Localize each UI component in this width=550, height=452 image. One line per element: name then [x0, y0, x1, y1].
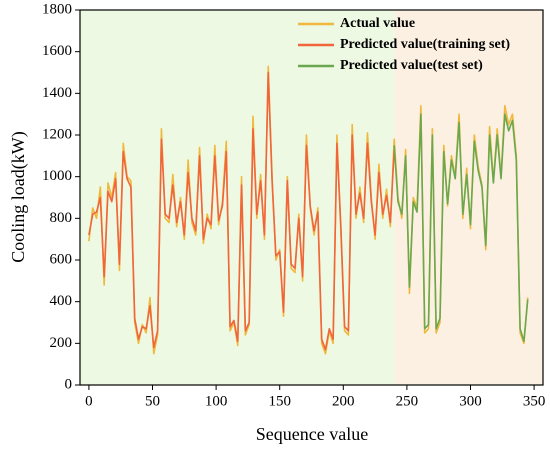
y-tick-label: 1600 — [42, 43, 72, 59]
x-tick-label: 150 — [268, 393, 291, 409]
axes: 0 50 100 150 200 250 300 350 0 200 400 600 800 1000 12… — [42, 1, 545, 409]
legend-label: Predicted value(training set) — [340, 37, 510, 52]
plot-frame — [79, 9, 544, 386]
x-tick-label: 250 — [396, 393, 419, 409]
x-tick-label: 100 — [205, 393, 228, 409]
x-tick-label: 50 — [145, 393, 160, 409]
series-line — [393, 113, 529, 343]
y-tick-label: 1200 — [42, 126, 72, 142]
legend-label: Actual value — [340, 16, 415, 31]
x-tick-label: 350 — [523, 393, 546, 409]
y-tick-label: 800 — [50, 210, 73, 226]
series-line — [88, 71, 395, 351]
y-tick-label: 0 — [65, 376, 73, 392]
x-tick-label: 300 — [459, 393, 482, 409]
y-tick-label: 1400 — [42, 85, 72, 101]
y-tick-label: 1000 — [42, 168, 72, 184]
y-tick-label: 200 — [50, 335, 73, 351]
y-tick-label: 600 — [50, 251, 73, 267]
y-tick-label: 1800 — [42, 1, 72, 17]
legend-label: Predicted value(test set) — [340, 58, 483, 73]
y-axis-title: Cooling load(kW) — [8, 131, 29, 262]
x-tick-label: 200 — [332, 393, 355, 409]
x-axis-title: Sequence value — [256, 424, 368, 444]
x-tick-label: 0 — [85, 393, 93, 409]
shaded-region — [80, 10, 395, 385]
lines — [88, 65, 529, 355]
y-tick-label: 400 — [50, 293, 73, 309]
